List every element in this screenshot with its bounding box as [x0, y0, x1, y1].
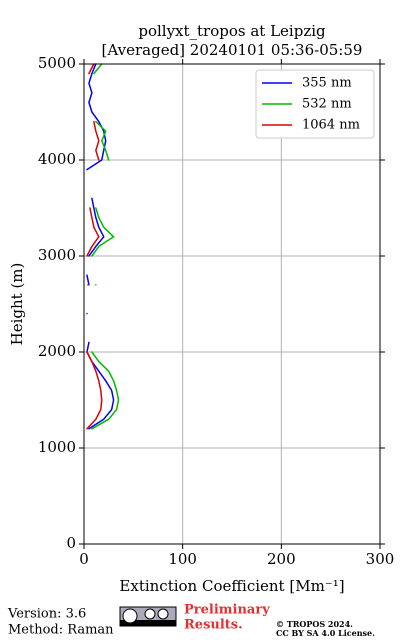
x-tick-label: 100	[168, 550, 197, 568]
y-tick-label: 3000	[38, 246, 76, 264]
profile-line	[91, 63, 120, 430]
chart-title: pollyxt_tropos at Leipzig	[138, 22, 326, 40]
x-axis-label: Extinction Coefficient [Mm⁻¹]	[119, 577, 344, 595]
version: Version: 3.6	[7, 607, 86, 622]
legend-label: 355 nm	[302, 76, 352, 91]
y-tick-label: 0	[66, 534, 76, 552]
y-tick-label: 4000	[38, 150, 76, 168]
y-axis-label: Height (m)	[8, 263, 26, 346]
x-tick-label: 0	[79, 550, 89, 568]
legend-label: 1064 nm	[302, 118, 360, 133]
profile-line	[86, 63, 103, 430]
y-tick-label: 2000	[38, 342, 76, 360]
y-tick-label: 5000	[38, 54, 76, 72]
plot-frame	[83, 63, 381, 545]
preliminary: Results.	[184, 618, 243, 633]
profile-line	[86, 63, 115, 430]
preliminary: Preliminary	[184, 603, 270, 618]
method: Method: Raman	[8, 623, 114, 638]
legend-box	[255, 69, 375, 139]
cc-logo	[119, 606, 177, 627]
chart-subtitle: [Averaged] 20240101 05:36-05:59	[102, 41, 363, 59]
legend-label: 532 nm	[302, 97, 352, 112]
x-tick-label: 300	[366, 550, 395, 568]
copyright: © TROPOS 2024.	[276, 619, 353, 629]
y-tick-label: 1000	[38, 438, 76, 456]
x-tick-label: 200	[267, 550, 296, 568]
copyright: CC BY SA 4.0 License.	[276, 628, 375, 638]
